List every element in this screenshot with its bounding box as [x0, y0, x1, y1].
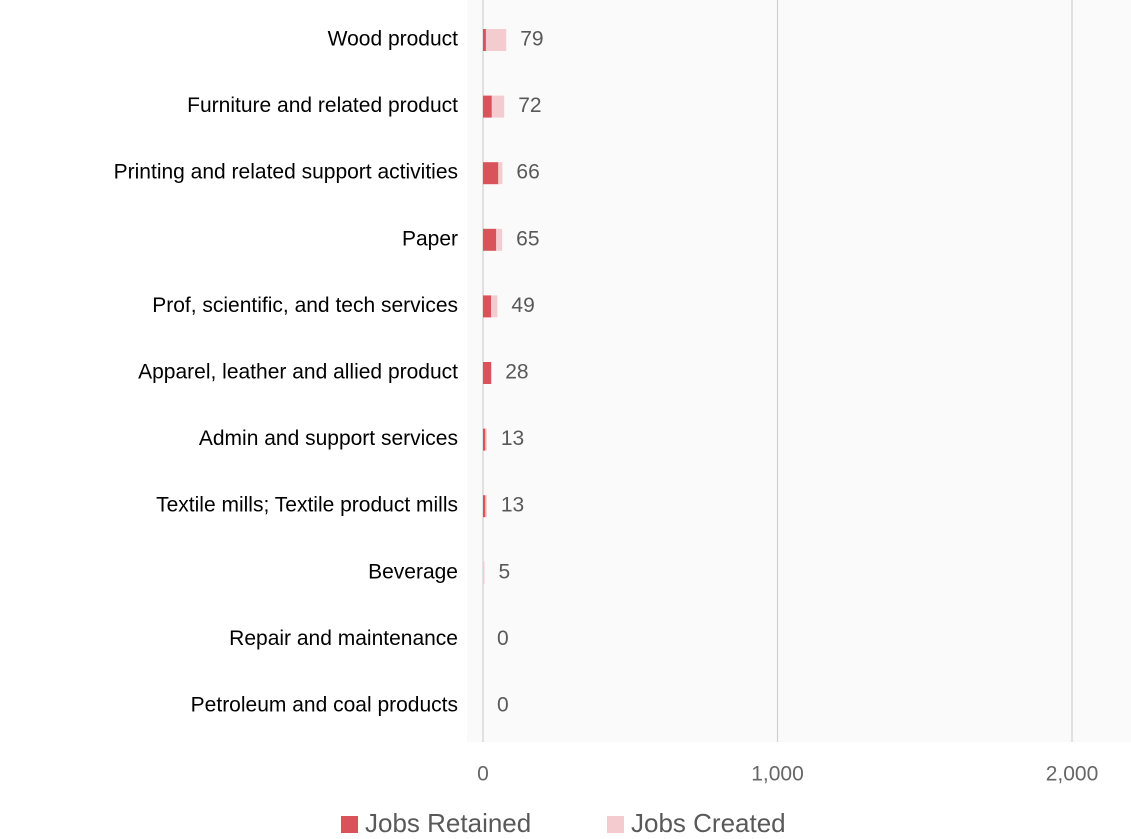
y-tick-label: Wood product: [328, 28, 459, 51]
bar-segment: [483, 362, 492, 384]
bar-segment: [496, 228, 503, 251]
y-tick-label: Furniture and related product: [187, 94, 458, 117]
bar-segment: [485, 495, 487, 518]
total-label: 72: [518, 94, 541, 117]
y-tick-label: Petroleum and coal products: [191, 694, 458, 717]
bar-segment: [485, 29, 507, 51]
bar-segment: [483, 162, 499, 185]
total-label: 49: [511, 294, 534, 317]
total-label: 66: [516, 161, 539, 184]
y-tick-label: Printing and related support activities: [114, 161, 458, 184]
total-label: 13: [501, 427, 524, 450]
legend-label: Jobs Retained: [365, 808, 531, 838]
bar-segment: [498, 162, 503, 185]
bar-segment: [491, 95, 505, 118]
bar-segment: [483, 295, 492, 318]
y-tick-label: Paper: [402, 227, 458, 250]
total-label: 0: [497, 627, 509, 650]
y-tick-label: Apparel, leather and allied product: [138, 361, 458, 384]
y-tick-label: Prof, scientific, and tech services: [152, 294, 458, 317]
bar-segment: [483, 29, 486, 51]
legend-label: Jobs Created: [631, 808, 786, 838]
bar-segment: [483, 228, 497, 251]
y-tick-label: Textile mills; Textile product mills: [156, 494, 458, 517]
total-label: 13: [501, 494, 524, 517]
x-tick-label: 0: [477, 763, 489, 786]
total-label: 65: [516, 227, 539, 250]
bar-segment: [491, 295, 498, 318]
total-label: 79: [520, 28, 543, 51]
y-tick-label: Beverage: [368, 560, 458, 583]
bar-segment: [483, 561, 485, 584]
bar-segment: [485, 428, 487, 451]
legend-swatch: [341, 816, 358, 833]
x-tick-label: 2,000: [1046, 763, 1099, 786]
bar-segment: [483, 95, 492, 118]
total-label: 5: [498, 560, 510, 583]
y-tick-label: Repair and maintenance: [229, 627, 458, 650]
y-tick-label: Admin and support services: [199, 427, 458, 450]
bar-segment: [483, 428, 486, 451]
total-label: 0: [497, 694, 509, 717]
plot-background: [467, 0, 1131, 742]
bar-segment: [483, 495, 486, 518]
total-label: 28: [505, 361, 528, 384]
x-tick-label: 1,000: [751, 763, 804, 786]
legend-swatch: [607, 816, 624, 833]
